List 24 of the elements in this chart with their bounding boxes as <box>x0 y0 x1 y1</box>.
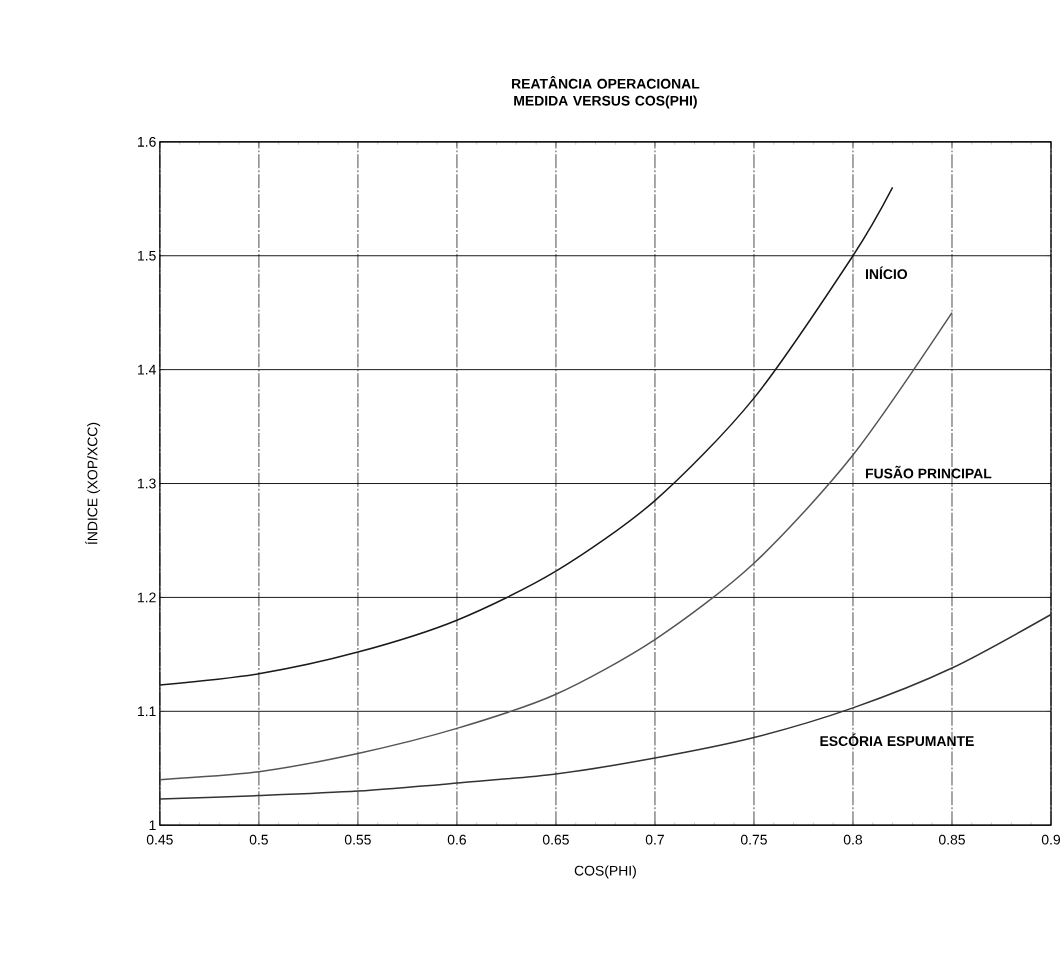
series-label: ESCÓRIA ESPUMANTE <box>820 733 974 746</box>
series-label: INÍCIO <box>866 266 908 280</box>
x-axis-title: COS(PHI) <box>574 865 636 879</box>
y-tick-label: 1 <box>149 820 156 830</box>
y-tick-label: 1.1 <box>138 706 156 717</box>
y-tick-label: 1.2 <box>138 592 156 603</box>
y-axis-title: ÍNDICE (XOP/XCC) <box>85 422 101 545</box>
x-tick-label: 0.65 <box>542 834 569 845</box>
y-tick-label: 1.6 <box>138 136 156 147</box>
x-tick-label: 0.5 <box>249 834 268 845</box>
x-tick-label: 0.6 <box>447 834 466 845</box>
x-tick-label: 0.8 <box>843 834 863 845</box>
x-tick-label: 0.9 <box>1041 834 1061 845</box>
x-tick-label: 0.7 <box>645 834 664 845</box>
x-tick-label: 0.75 <box>740 834 767 845</box>
chart-title: REATÂNCIA OPERACIONAL MEDIDA VERSUS COS(PHI) <box>512 76 700 109</box>
y-tick-label: 1.4 <box>138 364 156 375</box>
x-tick-label: 0.85 <box>938 834 965 845</box>
x-tick-label: 0.55 <box>344 834 371 845</box>
y-tick-label: 1.3 <box>138 478 156 489</box>
y-tick-label: 1.5 <box>138 250 156 261</box>
x-tick-label: 0.45 <box>146 834 173 845</box>
line-series <box>159 613 1052 800</box>
series-label: FUSÃO PRINCIPAL <box>866 465 992 479</box>
